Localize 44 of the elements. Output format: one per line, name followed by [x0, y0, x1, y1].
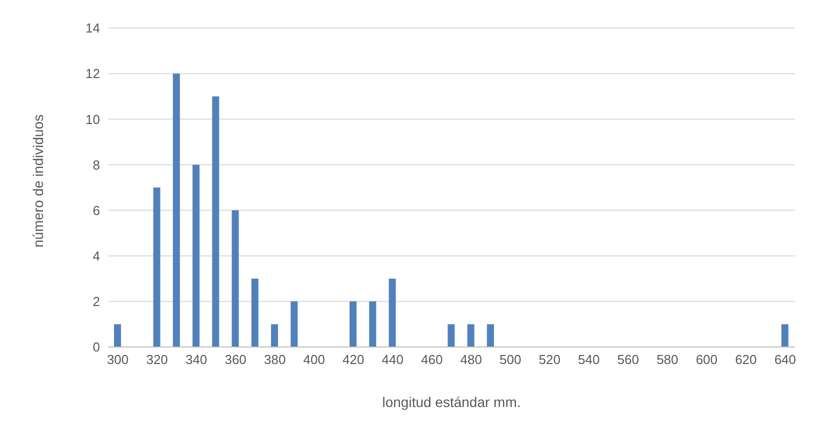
x-tick-label: 440 — [382, 352, 404, 368]
bar — [114, 324, 121, 347]
bar — [192, 164, 200, 347]
x-tick-label: 520 — [538, 352, 560, 368]
x-tick-label: 500 — [500, 352, 522, 368]
x-tick-label: 640 — [774, 352, 796, 368]
bar — [251, 278, 258, 347]
x-tick-label: 360 — [224, 352, 246, 368]
x-axis-title: longitud estándar mm. — [382, 394, 521, 410]
y-tick-label: 12 — [86, 66, 100, 82]
bar — [290, 301, 298, 347]
x-tick-label: 480 — [460, 352, 482, 368]
x-tick-label: 380 — [264, 352, 286, 368]
bar — [388, 278, 396, 347]
bar — [172, 74, 180, 347]
x-tick-label: 340 — [185, 352, 208, 368]
bar — [467, 324, 474, 347]
y-tick-label: 6 — [92, 202, 100, 218]
x-tick-label: 600 — [696, 352, 718, 368]
bar — [212, 96, 220, 347]
bar — [781, 324, 788, 347]
x-tick-label: 540 — [578, 352, 600, 368]
bar — [271, 324, 278, 347]
y-tick-label: 14 — [86, 20, 100, 36]
x-tick-label: 320 — [146, 352, 168, 368]
bar — [232, 210, 239, 347]
x-tick-label: 300 — [106, 352, 129, 368]
y-tick-label: 4 — [92, 248, 100, 264]
x-tick-label: 560 — [617, 352, 640, 368]
y-tick-label: 2 — [92, 294, 100, 310]
x-tick-label: 620 — [735, 352, 757, 368]
y-tick-label: 8 — [92, 157, 100, 172]
bar — [350, 301, 357, 347]
y-tick-label: 0 — [92, 340, 100, 355]
bar — [486, 324, 494, 347]
y-axis-title: número de individuos — [30, 114, 46, 248]
bar — [448, 324, 455, 347]
x-tick-label: 420 — [342, 352, 364, 368]
x-tick-label: 400 — [303, 352, 325, 368]
x-tick-label: 580 — [656, 352, 678, 368]
y-tick-label: 10 — [86, 112, 100, 127]
bar — [153, 188, 160, 347]
bar — [369, 301, 376, 347]
x-tick-label: 460 — [421, 352, 443, 368]
